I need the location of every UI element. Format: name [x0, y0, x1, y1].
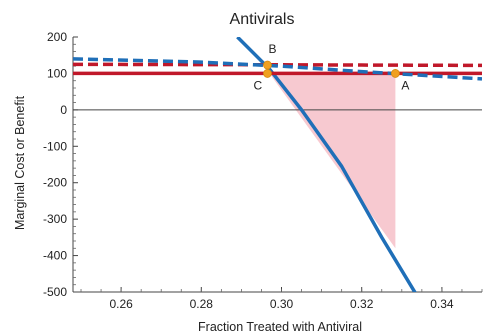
x-tick-label: 0.28	[190, 297, 214, 311]
y-tick-label: -200	[43, 176, 67, 190]
point-label-a: A	[401, 78, 409, 92]
y-tick-label: 0	[60, 103, 67, 117]
y-tick-label: 200	[47, 30, 67, 44]
x-axis-label: Fraction Treated with Antiviral	[198, 320, 362, 334]
y-tick-label: -400	[43, 249, 67, 263]
point-b	[263, 60, 272, 70]
chart-title: Antivirals	[230, 11, 295, 28]
x-tick-label: 0.26	[109, 297, 133, 311]
x-tick-label: 0.32	[350, 297, 374, 311]
y-tick-label: -100	[43, 139, 67, 153]
series-line-4	[73, 57, 482, 81]
x-tick-label: 0.34	[430, 297, 454, 311]
point-label-c: C	[253, 78, 262, 92]
point-label-b: B	[268, 42, 276, 56]
y-tick-label: -300	[43, 212, 67, 226]
y-tick-label: 100	[47, 66, 67, 80]
plot-area: 200 100 0 -100 -200 -300 -400 -500 0.26 0.28 0.30 0…	[43, 30, 483, 311]
x-tick-label: 0.30	[270, 297, 294, 311]
y-tick-label: -500	[43, 285, 67, 299]
y-axis-label: Marginal Cost or Benefit	[13, 95, 27, 230]
point-c	[263, 69, 272, 78]
series-line-3	[73, 62, 482, 68]
point-a	[390, 69, 400, 78]
shaded-region	[269, 73, 396, 249]
